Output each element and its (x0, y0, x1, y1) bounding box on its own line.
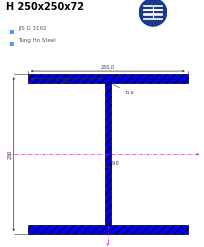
Text: Tung Ho Steel: Tung Ho Steel (18, 38, 56, 43)
Text: ▪: ▪ (8, 26, 14, 35)
Bar (28, 74, 188, 83)
Text: JIS G 3192: JIS G 3192 (18, 26, 47, 31)
Text: 250: 250 (7, 149, 12, 159)
Text: 11.8: 11.8 (113, 84, 134, 95)
Bar (28, 225, 188, 234)
Text: 9.0: 9.0 (112, 161, 119, 166)
Text: 250.0: 250.0 (101, 65, 115, 70)
Text: 140: 140 (62, 79, 71, 84)
Text: ▪: ▪ (8, 38, 14, 47)
Bar (105, 83, 111, 225)
Circle shape (139, 0, 167, 26)
Text: H 250x250x72: H 250x250x72 (6, 2, 84, 12)
